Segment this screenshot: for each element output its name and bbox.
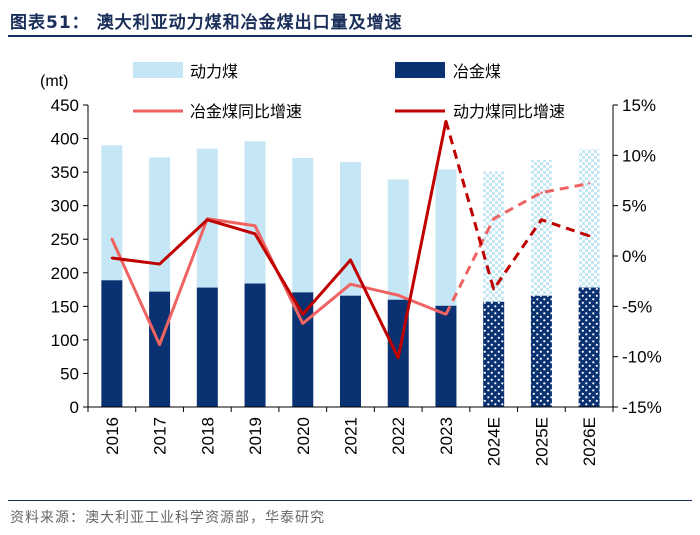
thermal-yoy-point-2022 — [397, 356, 400, 359]
thermal-yoy-point-2020 — [301, 313, 304, 316]
bar-met-2026E — [578, 287, 600, 407]
right-tick-label--15: -15% — [622, 398, 662, 417]
legend-swatch-met — [395, 62, 445, 78]
source-note: 资料来源：澳大利亚工业科学资源部，华泰研究 — [10, 510, 325, 526]
thermal-yoy-point-2016 — [110, 256, 114, 260]
left-tick-label-450: 450 — [51, 96, 79, 115]
thermal-yoy-point-2018 — [206, 218, 209, 221]
title-divider — [8, 35, 692, 37]
met-yoy-point-2016 — [110, 237, 114, 241]
chart: 动力煤 冶金煤 冶金煤同比增速 动力煤同比增速 (mt) 0 50 100 150 20… — [40, 62, 662, 466]
thermal-yoy-point-2017 — [158, 262, 161, 266]
thermal-yoy-point-2019 — [253, 232, 257, 236]
met-yoy-point-2026E — [587, 182, 591, 185]
thermal-yoy-point-2023 — [444, 119, 448, 123]
x-tick-label-2018: 2018 — [198, 417, 217, 455]
bar-met-2017 — [149, 291, 171, 407]
left-axis-unit: (mt) — [40, 73, 68, 90]
thermal-yoy-point-2025E — [540, 218, 543, 221]
left-tick-label-250: 250 — [51, 230, 79, 249]
bar-met-2021 — [340, 295, 361, 407]
right-tick-label--10: -10% — [622, 348, 662, 367]
legend-label-thermal: 动力煤 — [190, 62, 238, 81]
bar-met-2023 — [435, 305, 457, 407]
right-tick-label--5: -5% — [622, 297, 652, 316]
legend-label-met: 冶金煤 — [453, 62, 501, 81]
met-yoy-line-forecast — [444, 182, 590, 316]
legend-swatch-thermal — [133, 62, 183, 78]
thermal-yoy-line-forecast — [444, 120, 590, 291]
left-tick-label-200: 200 — [51, 264, 79, 283]
left-tick-label-300: 300 — [51, 197, 79, 216]
left-tick-label-400: 400 — [51, 130, 79, 149]
lines-layer — [110, 119, 591, 360]
figure-title: 图表51： 澳大利亚动力煤和冶金煤出口量及增速 — [10, 13, 403, 33]
x-tick-label-2017: 2017 — [151, 417, 170, 455]
met-yoy-point-2021 — [349, 282, 352, 286]
left-tick-label-0: 0 — [70, 398, 79, 417]
bar-met-2024E — [483, 301, 505, 407]
thermal-yoy-line-actual — [111, 120, 448, 360]
bar-thermal-2017 — [149, 157, 171, 292]
x-tick-label-2023: 2023 — [437, 417, 456, 455]
thermal-yoy-point-2026E — [587, 234, 591, 238]
met-yoy-point-2019 — [253, 224, 257, 227]
left-tick-label-150: 150 — [51, 297, 79, 316]
source-divider — [8, 500, 692, 501]
legend: 动力煤 冶金煤 冶金煤同比增速 动力煤同比增速 — [133, 62, 565, 121]
right-tick-label-10: 10% — [622, 146, 656, 165]
bar-thermal-2020 — [292, 158, 314, 293]
met-yoy-point-2020 — [301, 322, 304, 325]
right-tick-label-5: 5% — [622, 197, 647, 216]
right-tick-label-0: 0% — [622, 247, 647, 266]
legend-label-thermal-yoy: 动力煤同比增速 — [453, 102, 565, 121]
bar-thermal-2024E — [483, 171, 505, 302]
met-yoy-point-2023 — [444, 313, 448, 316]
legend-label-met-yoy: 冶金煤同比增速 — [190, 102, 302, 121]
met-yoy-point-2025E — [540, 191, 543, 194]
right-tick-label-15: 15% — [622, 96, 656, 115]
bar-thermal-2023 — [435, 169, 457, 306]
x-tick-label-2024E: 2024E — [485, 417, 504, 466]
bar-met-2016 — [101, 280, 123, 407]
x-tick-label-2019: 2019 — [246, 417, 265, 455]
bar-thermal-2026E — [578, 149, 600, 288]
left-tick-label-350: 350 — [51, 163, 79, 182]
bar-thermal-2021 — [340, 162, 361, 296]
thermal-yoy-point-2024E — [492, 288, 495, 291]
met-yoy-point-2024E — [492, 217, 495, 220]
x-tick-label-2022: 2022 — [389, 417, 408, 455]
thermal-yoy-point-2021 — [349, 258, 352, 262]
axes-layer: 0 50 100 150 200 250 300 350 400 450 -15% -10% -5% 0%… — [51, 96, 662, 466]
bar-met-2025E — [530, 295, 552, 407]
x-tick-label-2021: 2021 — [342, 417, 361, 455]
x-tick-label-2016: 2016 — [103, 417, 122, 455]
bar-met-2018 — [196, 287, 218, 407]
left-tick-label-50: 50 — [60, 364, 79, 383]
bar-thermal-2022 — [387, 179, 409, 300]
met-yoy-point-2017 — [158, 343, 161, 346]
bars-layer — [101, 141, 600, 407]
bar-thermal-2016 — [101, 145, 123, 281]
x-tick-label-2025E: 2025E — [532, 417, 551, 466]
bar-met-2019 — [244, 283, 266, 407]
met-yoy-point-2022 — [397, 294, 400, 297]
x-tick-label-2020: 2020 — [294, 417, 313, 455]
x-tick-label-2026E: 2026E — [580, 417, 599, 466]
left-tick-label-100: 100 — [51, 331, 79, 350]
bar-thermal-2019 — [244, 141, 266, 284]
